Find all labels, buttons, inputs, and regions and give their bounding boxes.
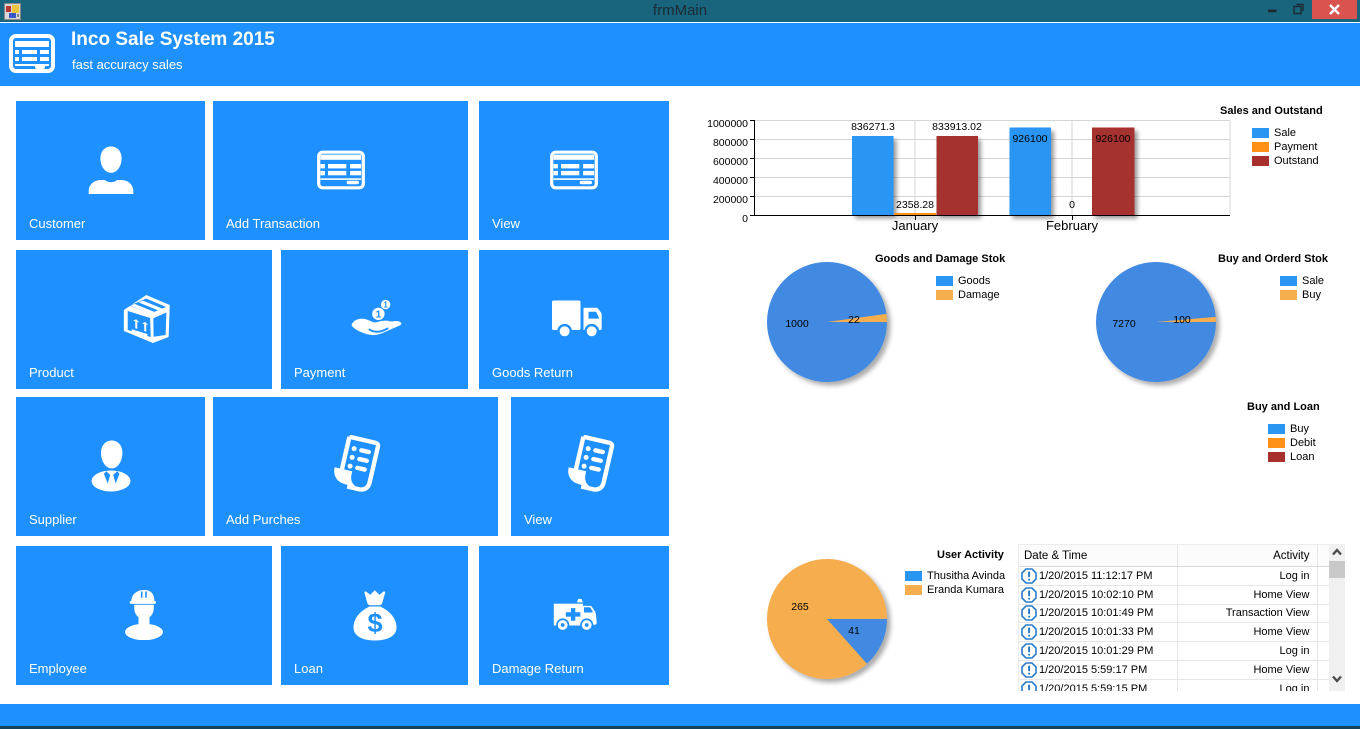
- svg-text:1: 1: [375, 308, 381, 320]
- svg-text:$: $: [367, 608, 382, 638]
- svg-text:1: 1: [383, 300, 388, 309]
